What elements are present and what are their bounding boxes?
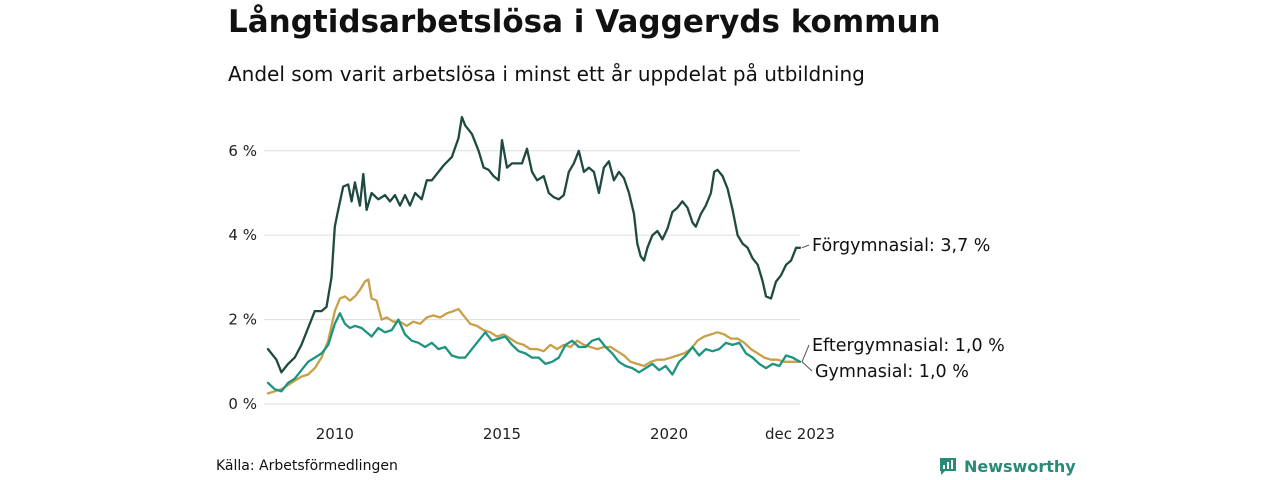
x-tick-label-2: 2020 — [650, 425, 688, 443]
label-connector-gymnasial — [801, 361, 813, 372]
end-label-f-rgymnasial: Förgymnasial: 3,7 % — [812, 236, 990, 256]
series-end-labels: Förgymnasial: 3,7 % Eftergymnasial: 1,0 %… — [801, 236, 1005, 382]
y-tick-label-3: 6 % — [228, 142, 257, 160]
chart-title: Långtidsarbetslösa i Vaggeryds kommun — [228, 4, 941, 40]
x-tick-label-0: 2010 — [316, 425, 354, 443]
x-axis-ticks: 2010 2015 2020 dec 2023 — [316, 425, 835, 443]
line-chart: 0 % 2 % 4 % 6 % 2010 2015 2020 dec 2023 Förgym… — [228, 115, 1005, 443]
x-tick-label-1: 2015 — [483, 425, 521, 443]
y-axis-ticks: 0 % 2 % 4 % 6 % — [228, 142, 257, 413]
y-tick-label-2: 4 % — [228, 226, 257, 244]
newsworthy-icon — [940, 458, 956, 475]
brand-name: Newsworthy — [964, 456, 1076, 476]
y-tick-label-0: 0 % — [228, 395, 257, 413]
source-note: Källa: Arbetsförmedlingen — [216, 458, 398, 474]
label-connector-eftergymnasial — [801, 344, 810, 362]
series-line-eftergymnasial — [266, 278, 802, 395]
chart-subtitle: Andel som varit arbetslösa i minst ett å… — [228, 62, 865, 86]
end-label-gymnasial: Gymnasial: 1,0 % — [815, 362, 969, 382]
label-connector-f-rgymnasial — [801, 244, 810, 249]
gridlines — [264, 150, 800, 405]
series-lines — [266, 115, 802, 395]
brand-logo: Newsworthy — [938, 456, 1076, 476]
x-tick-label-3: dec 2023 — [765, 425, 835, 443]
series-line-f-rgymnasial — [266, 115, 802, 374]
y-tick-label-1: 2 % — [228, 311, 257, 329]
end-label-eftergymnasial: Eftergymnasial: 1,0 % — [812, 336, 1005, 356]
series-line-gymnasial — [266, 312, 802, 393]
